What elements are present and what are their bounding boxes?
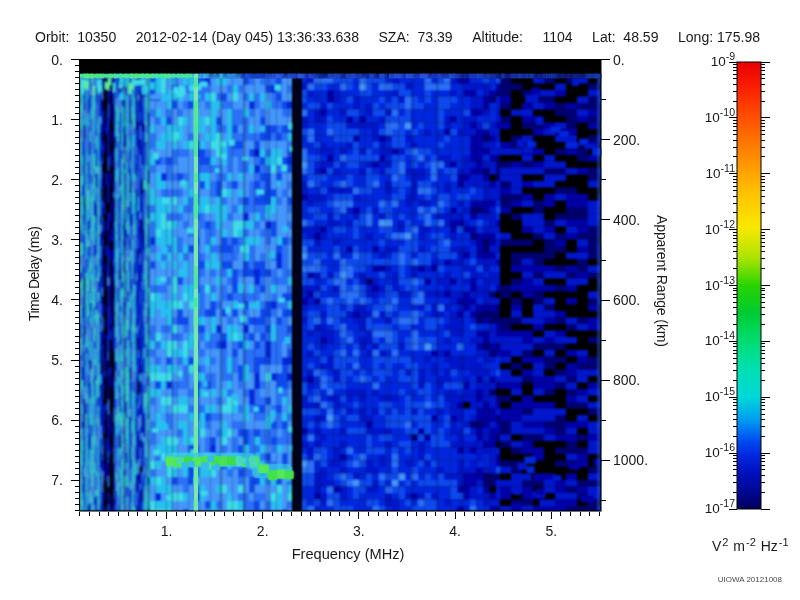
svg-text:Frequency (MHz): Frequency (MHz) (292, 546, 405, 562)
svg-text:6.: 6. (51, 412, 63, 428)
svg-text:4.: 4. (449, 523, 461, 539)
svg-text:0.: 0. (51, 52, 63, 68)
svg-text:5.: 5. (545, 523, 557, 539)
svg-text:2.: 2. (257, 523, 269, 539)
svg-text:7.: 7. (51, 472, 63, 488)
svg-text:200.: 200. (613, 132, 640, 148)
svg-text:0.: 0. (613, 52, 625, 68)
svg-text:3.: 3. (353, 523, 365, 539)
svg-text:600.: 600. (613, 292, 640, 308)
svg-text:Orbit: 10350 2012-02-14 (: Orbit: 10350 2012-02-14 (Day 045) 13:36:… (35, 29, 760, 45)
svg-text:4.: 4. (51, 292, 63, 308)
svg-text:2.: 2. (51, 172, 63, 188)
svg-text:1.: 1. (51, 112, 63, 128)
svg-text:3.: 3. (51, 232, 63, 248)
svg-text:1.: 1. (161, 523, 173, 539)
svg-text:Apparent Range (km): Apparent Range (km) (654, 215, 670, 347)
svg-text:400.: 400. (613, 212, 640, 228)
svg-text:Time Delay (ms): Time Delay (ms) (26, 226, 42, 321)
svg-text:1000.: 1000. (613, 452, 648, 468)
svg-text:800.: 800. (613, 372, 640, 388)
svg-text:UIOWA 20121008: UIOWA 20121008 (718, 575, 783, 584)
svg-text:5.: 5. (51, 352, 63, 368)
